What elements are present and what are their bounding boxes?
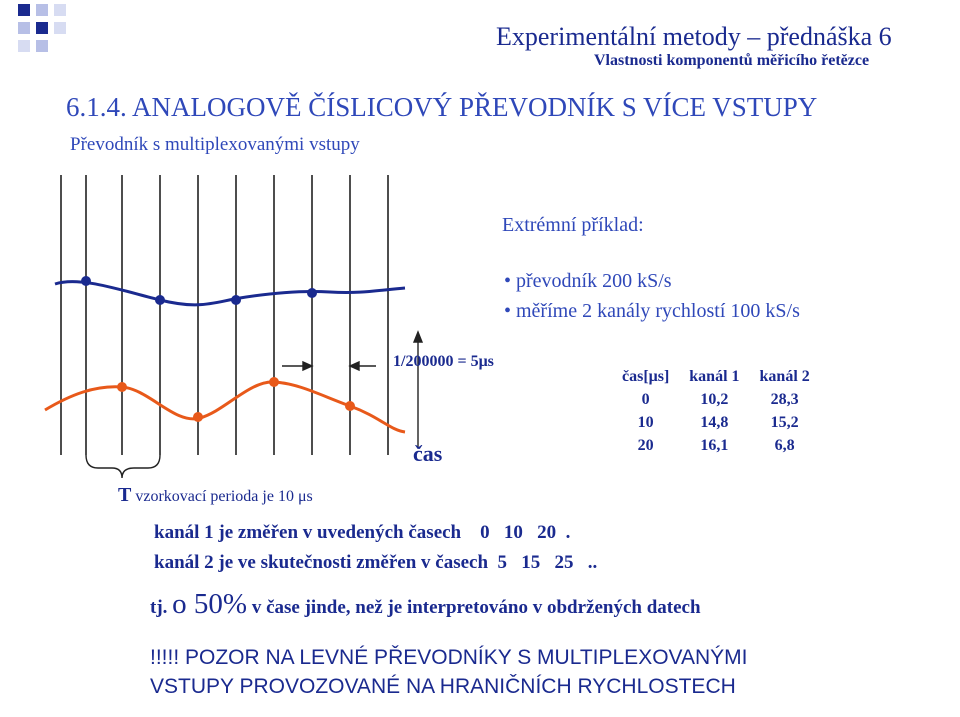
table-cell: 10	[637, 414, 654, 431]
time-axis-arrow	[412, 330, 424, 448]
table-row: 0 10,2 28,3	[612, 390, 820, 413]
table-cell: 14,8	[700, 414, 729, 431]
table-cell: 20	[637, 437, 654, 454]
header-title: Experimentální metody – přednáška 6	[496, 22, 892, 51]
table-header-cell: kanál 2	[759, 368, 810, 385]
time-axis-label: čas	[413, 441, 443, 466]
sampling-period-label: T vzorkovací perioda je 10 μs	[118, 484, 313, 507]
warning-line-1: !!!!! POZOR NA LEVNÉ PŘEVODNÍKY S MULTIP…	[150, 646, 748, 669]
table-cell: 16,1	[700, 437, 729, 454]
section-title: 6.1.4. ANALOGOVĚ ČÍSLICOVÝ PŘEVODNÍK S V…	[66, 92, 818, 122]
table-cell: 28,3	[770, 391, 799, 408]
example-bullet-1: • převodník 200 kS/s	[504, 270, 672, 292]
table-header-row: čas[μs] kanál 1 kanál 2	[612, 367, 820, 390]
table-header-cell: kanál 1	[689, 368, 740, 385]
warning-line-2: VSTUPY PROVOZOVANÉ NA HRANIČNÍCH RYCHLOS…	[150, 675, 736, 698]
note-line-1: kanál 1 je změřen v uvedených časech 0 1…	[154, 522, 571, 543]
sampling-period-symbol: T	[118, 484, 132, 506]
table-cell: 0	[641, 391, 650, 408]
header-subtitle: Vlastnosti komponentů měřicího řetězce	[594, 52, 870, 69]
table-header-cell: čas[μs]	[622, 368, 670, 385]
section-subtitle: Převodník s multiplexovanými vstupy	[70, 134, 360, 155]
note-line-3-highlight: o 50%	[172, 588, 248, 620]
channel-1-signal	[54, 280, 406, 307]
note-line-3: tj. o 50% v čase jinde, než je interpret…	[150, 588, 701, 621]
channel-1-samples	[81, 276, 317, 305]
sample-grid-lines	[60, 175, 389, 455]
note-line-3-prefix: tj.	[150, 597, 173, 618]
table-cell: 10,2	[700, 391, 729, 408]
data-table: čas[μs] kanál 1 kanál 2 0 10,2 28,3 10 1…	[612, 367, 820, 459]
sampling-period-brace	[85, 454, 161, 479]
period-label: 1/200000 = 5μs	[393, 353, 494, 370]
period-arrows	[282, 360, 376, 372]
sampling-diagram	[44, 175, 424, 479]
logo-squares	[18, 4, 66, 52]
sampling-period-text: vzorkovací perioda je 10 μs	[131, 488, 313, 505]
table-cell: 6,8	[774, 437, 795, 454]
note-line-3-suffix: v čase jinde, než je interpretováno v ob…	[247, 597, 701, 618]
table-cell: 15,2	[770, 414, 799, 431]
table-row: 10 14,8 15,2	[612, 413, 820, 436]
table-row: 20 16,1 6,8	[612, 436, 820, 459]
example-title: Extrémní příklad:	[502, 214, 644, 236]
note-line-2: kanál 2 je ve skutečnosti změřen v časec…	[154, 552, 598, 573]
example-bullet-2: • měříme 2 kanály rychlostí 100 kS/s	[504, 300, 800, 322]
channel-2-samples	[117, 377, 355, 422]
